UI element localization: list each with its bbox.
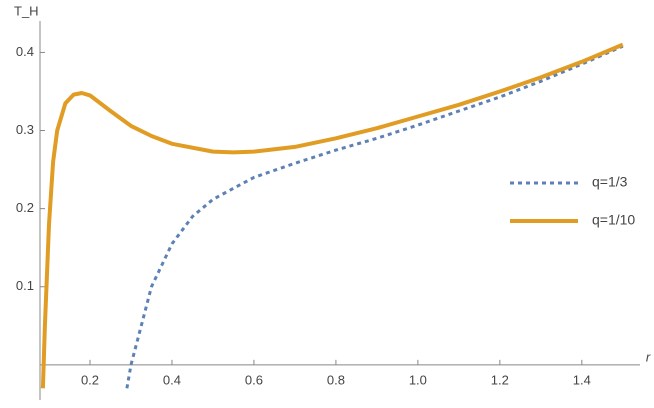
legend-label: q=1/10	[592, 212, 635, 228]
series-line	[125, 44, 624, 389]
y-tick-label: 0.4	[16, 44, 34, 59]
x-tick-label: 1.4	[573, 372, 591, 387]
x-tick-label: 0.8	[327, 372, 345, 387]
x-tick-label: 0.2	[81, 372, 99, 387]
x-tick-label: 1.0	[409, 372, 427, 387]
legend-label: q=1/3	[592, 174, 628, 190]
y-axis-label: T_H	[14, 3, 39, 18]
series-line	[40, 42, 624, 389]
x-axis-label: r	[646, 349, 651, 364]
x-tick-label: 1.2	[491, 372, 509, 387]
x-tick-label: 0.4	[163, 372, 181, 387]
y-tick-label: 0.2	[16, 200, 34, 215]
x-tick-label: 0.6	[245, 372, 263, 387]
y-tick-label: 0.3	[16, 122, 34, 137]
y-tick-label: 0.1	[16, 278, 34, 293]
